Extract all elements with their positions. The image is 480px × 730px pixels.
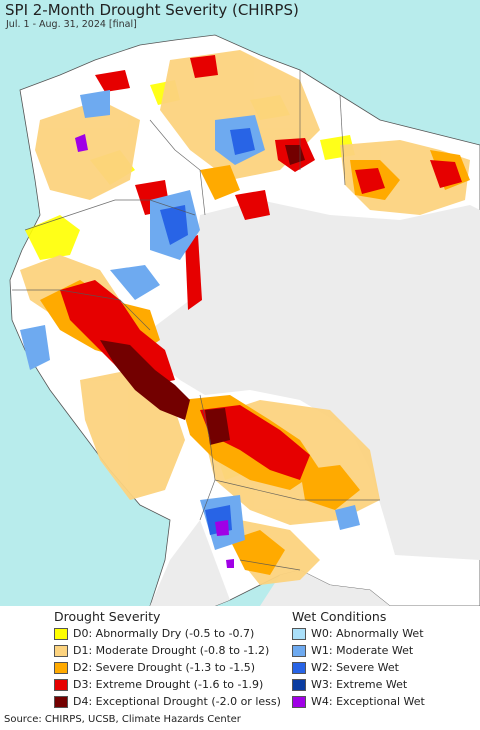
drought-legend-heading: Drought Severity [54,609,161,624]
legend-item-w2: W2: Severe Wet [292,661,399,674]
legend-swatch [292,627,306,640]
legend-item-w0: W0: Abnormally Wet [292,627,424,640]
outside-region [150,520,230,606]
legend-item-w4: W4: Exceptional Wet [292,695,425,708]
legend-label: W0: Abnormally Wet [311,627,424,640]
legend-swatch [54,644,68,657]
legend-item-d2: D2: Severe Drought (-1.3 to -1.5) [54,661,255,674]
legend-swatch [54,627,68,640]
legend-swatch [54,695,68,708]
legend-swatch [54,661,68,674]
legend-swatch [292,678,306,691]
map-title: SPI 2-Month Drought Severity (CHIRPS) [5,1,299,19]
country-borders [12,70,380,571]
outside-region [150,200,480,560]
drought-map: SPI 2-Month Drought Severity (CHIRPS) Ju… [0,0,480,606]
legend-label: D2: Severe Drought (-1.3 to -1.5) [73,661,256,674]
legend-swatch [292,661,306,674]
legend-item-d4: D4: Exceptional Drought (-2.0 or less) [54,695,281,708]
legend-item-w3: W3: Extreme Wet [292,678,407,691]
source-credit: Source: CHIRPS, UCSB, Climate Hazards Ce… [4,714,241,725]
map-canvas [9,34,480,606]
legend-label: D4: Exceptional Drought (-2.0 or less) [73,695,281,708]
wet-legend-heading: Wet Conditions [292,609,387,624]
legend-item-d0: D0: Abnormally Dry (-0.5 to -0.7) [54,627,254,640]
legend-item-w1: W1: Moderate Wet [292,644,413,657]
legend-swatch [292,695,306,708]
legend-label: D3: Extreme Drought (-1.6 to -1.9) [73,678,264,691]
legend-label: W3: Extreme Wet [311,678,408,691]
legend-label: D1: Moderate Drought (-0.8 to -1.2) [73,644,270,657]
legend-swatch [54,678,68,691]
legend-label: W2: Severe Wet [311,661,399,674]
legend-label: D0: Abnormally Dry (-0.5 to -0.7) [73,627,255,640]
legend-label: W1: Moderate Wet [311,644,414,657]
legend-item-d3: D3: Extreme Drought (-1.6 to -1.9) [54,678,263,691]
legend-swatch [292,644,306,657]
w4-areas [75,134,234,568]
map-subtitle: Jul. 1 - Aug. 31, 2024 [final] [6,19,137,30]
legend-label: W4: Exceptional Wet [311,695,425,708]
legend-item-d1: D1: Moderate Drought (-0.8 to -1.2) [54,644,269,657]
